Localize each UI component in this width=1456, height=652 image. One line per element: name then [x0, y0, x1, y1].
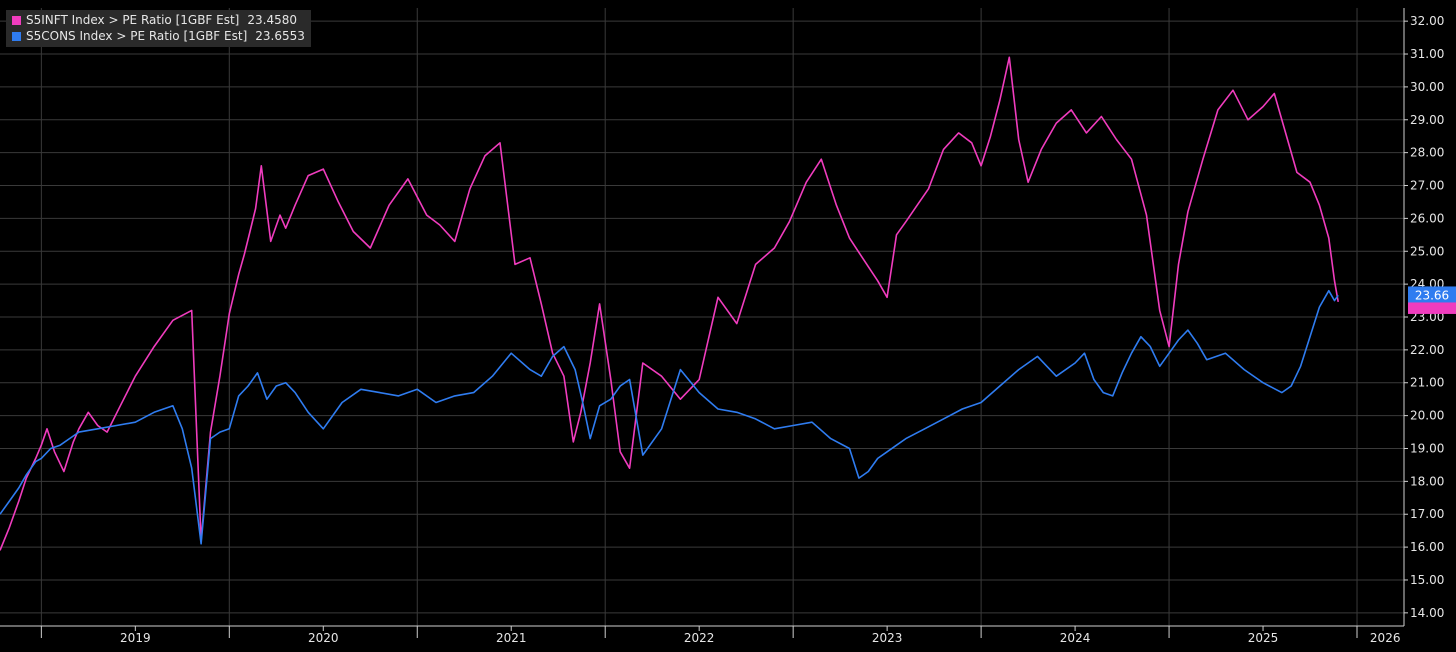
- y-tick-label: 25.00: [1410, 244, 1444, 258]
- y-tick-label: 28.00: [1410, 146, 1444, 160]
- horizontal-gridlines: [0, 20, 1404, 614]
- y-tick-label: 22.00: [1410, 343, 1444, 357]
- y-tick-label: 21.00: [1410, 376, 1444, 390]
- x-tick-label: 2022: [684, 631, 715, 645]
- x-tick-label: 2020: [308, 631, 339, 645]
- y-tick-label: 20.00: [1410, 409, 1444, 423]
- y-tick-label: 31.00: [1410, 47, 1444, 61]
- vertical-gridlines: [40, 8, 1358, 626]
- legend-swatch-s5inft: [12, 15, 21, 25]
- legend: S5INFT Index > PE Ratio [1GBF Est] 23.45…: [6, 10, 311, 47]
- y-tick-label: 26.00: [1410, 211, 1444, 225]
- legend-swatch-s5cons: [12, 31, 21, 41]
- x-tick-label: 2025: [1248, 631, 1279, 645]
- x-tick-label: 2026: [1370, 631, 1401, 645]
- last-value-tag-s5inft: [1408, 299, 1456, 314]
- y-tick-label: 30.00: [1410, 80, 1444, 94]
- y-tick-label: 17.00: [1410, 507, 1444, 521]
- y-tick-label: 18.00: [1410, 474, 1444, 488]
- x-axis-ticks: 2019 2020 2021 2022 2023 2024 2025 2026: [40, 626, 1401, 645]
- last-value-tag-s5cons: [1408, 286, 1456, 303]
- y-tick-label: 32.00: [1410, 14, 1444, 28]
- x-tick-label: 2021: [496, 631, 527, 645]
- y-tick-label: 29.00: [1410, 113, 1444, 127]
- x-tick-label: 2024: [1060, 631, 1091, 645]
- legend-value-s5cons: 23.6553: [255, 29, 305, 43]
- last-value-tag-text: 23.66: [1415, 288, 1449, 302]
- legend-item-s5inft[interactable]: S5INFT Index > PE Ratio [1GBF Est] 23.45…: [12, 12, 305, 28]
- legend-value-s5inft: 23.4580: [247, 13, 297, 27]
- y-tick-label: 16.00: [1410, 540, 1444, 554]
- y-tick-label: 27.00: [1410, 179, 1444, 193]
- last-value-tags: 23.66: [1408, 286, 1456, 314]
- x-tick-label: 2019: [120, 631, 151, 645]
- legend-label-s5inft: S5INFT Index > PE Ratio [1GBF Est]: [26, 13, 240, 27]
- x-tick-label: 2023: [872, 631, 903, 645]
- y-tick-label: 14.00: [1410, 606, 1444, 620]
- legend-label-s5cons: S5CONS Index > PE Ratio [1GBF Est]: [26, 29, 248, 43]
- legend-item-s5cons[interactable]: S5CONS Index > PE Ratio [1GBF Est] 23.65…: [12, 28, 305, 44]
- series-layer: [0, 56, 1339, 551]
- y-tick-label: 15.00: [1410, 573, 1444, 587]
- y-tick-label: 19.00: [1410, 441, 1444, 455]
- series-line-s5inft: [0, 56, 1339, 551]
- series-line-s5cons: [0, 289, 1339, 545]
